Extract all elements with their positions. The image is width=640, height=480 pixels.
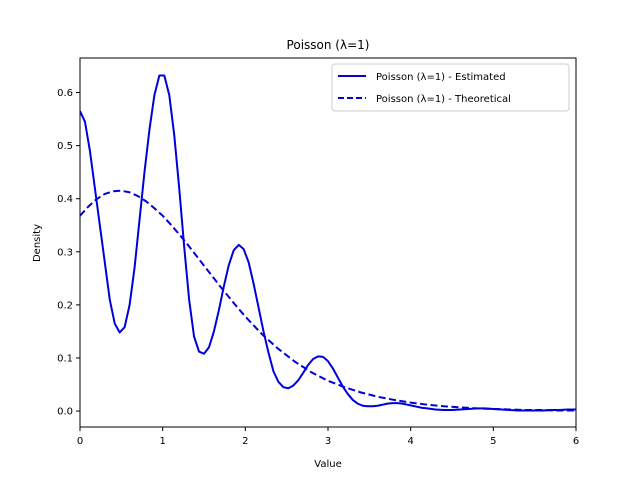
y-tick-label: 0.2 xyxy=(57,300,73,311)
series-layer xyxy=(80,74,576,412)
x-tick-label: 6 xyxy=(573,436,579,447)
series-line-theoretical xyxy=(80,189,576,412)
y-tick-label: 0.4 xyxy=(57,194,73,205)
y-tick-label: 0.3 xyxy=(57,247,73,258)
y-tick-label: 0.6 xyxy=(57,88,73,99)
y-tick-label: 0.5 xyxy=(57,141,73,152)
x-tick-label: 2 xyxy=(242,436,248,447)
y-axis-ticks: 0.0 0.1 0.2 0.3 0.4 0.5 0.6 xyxy=(57,88,80,418)
x-tick-label: 4 xyxy=(407,436,413,447)
x-tick-label: 1 xyxy=(159,436,165,447)
y-tick-label: 0.1 xyxy=(57,353,73,364)
legend-box xyxy=(331,63,570,112)
legend-label-estimated: Poisson (λ=1) - Estimated xyxy=(376,72,506,83)
y-tick-label: 0.0 xyxy=(57,407,73,418)
x-tick-label: 0 xyxy=(77,436,83,447)
y-axis-label: Density xyxy=(32,224,43,262)
x-axis-label: Value xyxy=(314,459,341,470)
x-tick-label: 5 xyxy=(490,436,496,447)
series-line-estimated xyxy=(80,74,576,412)
x-tick-label: 3 xyxy=(325,436,331,447)
plot-area: 0 1 2 3 4 5 6 0.0 0.1 0.2 0.3 0.4 0.5 0.6 xyxy=(57,57,579,447)
legend: Poisson (λ=1) - Estimated Poisson (λ=1) … xyxy=(331,63,570,112)
legend-label-theoretical: Poisson (λ=1) - Theoretical xyxy=(376,94,511,105)
chart-title: Poisson (λ=1) xyxy=(287,38,370,52)
x-axis-ticks: 0 1 2 3 4 5 6 xyxy=(77,427,579,447)
